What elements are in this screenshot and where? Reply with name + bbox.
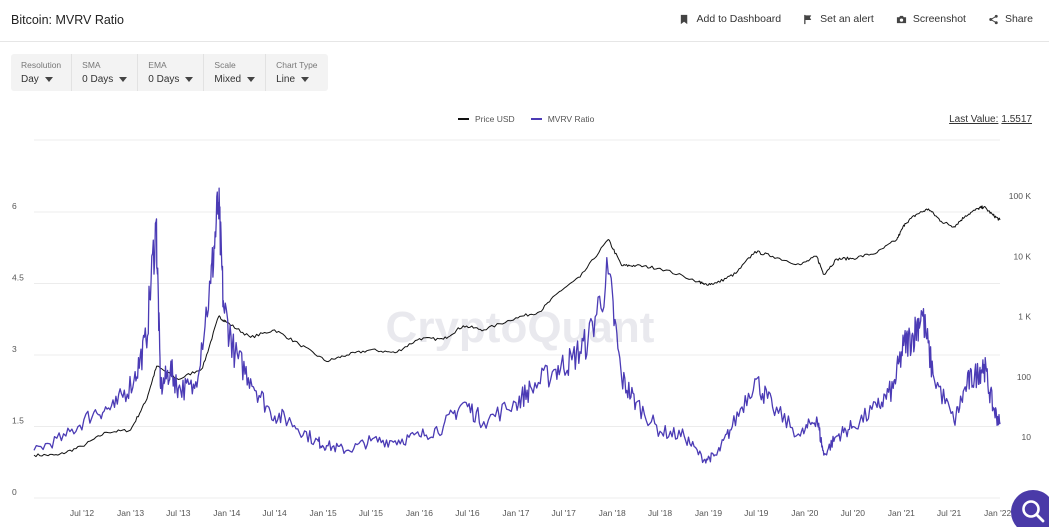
chart-legend: Price USD MVRV Ratio: [458, 114, 594, 124]
legend-swatch-price: [458, 118, 469, 120]
x-tick-label: Jan '19: [695, 508, 722, 518]
series-line-mvrv[interactable]: [33, 187, 1001, 464]
x-tick-label: Jan '21: [888, 508, 915, 518]
scale-label: Scale: [214, 60, 236, 70]
caret-down-icon: [119, 77, 128, 82]
sma-select[interactable]: SMA 0 Days: [72, 54, 139, 91]
x-tick-label: Jan '15: [310, 508, 337, 518]
x-tick-label: Jul '16: [455, 508, 480, 518]
x-tick-label: Jul '17: [552, 508, 577, 518]
header-actions: Add to Dashboard Set an alert Screenshot…: [679, 13, 1033, 25]
y-right-tick-label: 100: [1017, 372, 1031, 382]
y-left-tick-label: 4.5: [12, 273, 24, 283]
caret-down-icon: [247, 77, 256, 82]
resolution-select[interactable]: Resolution Day: [11, 54, 73, 91]
chart-controls: Resolution Day SMA 0 Days EMA 0 Days Sca…: [11, 54, 328, 91]
y-left-tick-label: 3: [12, 344, 17, 354]
add-to-dashboard-label: Add to Dashboard: [696, 13, 782, 25]
last-value-number: 1.5517: [1001, 114, 1032, 125]
header-bar: Bitcoin: MVRV Ratio Add to Dashboard Set…: [0, 0, 1049, 42]
x-tick-label: Jul '18: [648, 508, 673, 518]
bookmark-icon: [681, 14, 688, 24]
caret-down-icon: [185, 77, 194, 82]
caret-down-icon: [301, 77, 310, 82]
legend-label-price: Price USD: [475, 114, 515, 124]
x-tick-label: Jul '21: [937, 508, 962, 518]
chart-canvas[interactable]: CryptoQuant 0 1.5 3 4.5 6 10 100 1 K 10 K 100 K Ju…: [0, 128, 1049, 527]
chart-type-value: Line: [276, 74, 296, 85]
x-tick-label: Jul '19: [744, 508, 769, 518]
y-left-tick-label: 6: [12, 201, 17, 211]
legend-item-mvrv[interactable]: MVRV Ratio: [530, 114, 595, 124]
y-right-tick-label: 10 K: [1014, 251, 1032, 261]
legend-label-mvrv: MVRV Ratio: [547, 114, 595, 124]
y-left-tick-label: 1.5: [12, 416, 24, 426]
ema-label: EMA: [148, 60, 167, 70]
series-line-price[interactable]: [33, 205, 1001, 458]
screenshot-button[interactable]: Screenshot: [896, 13, 966, 25]
sma-label: SMA: [82, 60, 101, 70]
resolution-label: Resolution: [21, 60, 62, 70]
search-fab-button[interactable]: [1011, 490, 1049, 527]
x-tick-label: Jan '20: [791, 508, 818, 518]
screenshot-label: Screenshot: [912, 13, 966, 25]
x-tick-label: Jan '22: [984, 508, 1011, 518]
x-tick-label: Jan '14: [213, 508, 240, 518]
legend-item-price[interactable]: Price USD: [458, 114, 515, 124]
caret-down-icon: [44, 77, 53, 82]
chart-type-select[interactable]: Chart Type Line: [266, 54, 327, 91]
x-tick-label: Jul '15: [359, 508, 384, 518]
x-tick-label: Jul '20: [841, 508, 866, 518]
share-button[interactable]: Share: [988, 13, 1033, 25]
scale-select[interactable]: Scale Mixed: [204, 54, 267, 91]
set-alert-button[interactable]: Set an alert: [803, 13, 874, 25]
scale-value: Mixed: [214, 74, 242, 85]
sma-value: 0 Days: [82, 74, 114, 85]
x-tick-label: Jan '18: [599, 508, 626, 518]
x-tick-label: Jul '14: [262, 508, 287, 518]
y-right-tick-label: 10: [1022, 432, 1032, 442]
x-tick-label: Jul '13: [166, 508, 191, 518]
share-icon: [989, 14, 998, 24]
search-icon: [1022, 500, 1045, 523]
x-tick-label: Jul '12: [70, 508, 95, 518]
page-title: Bitcoin: MVRV Ratio: [11, 13, 125, 27]
x-tick-label: Jan '17: [502, 508, 529, 518]
y-left-tick-label: 0: [12, 487, 17, 497]
last-value-label: Last Value:: [949, 114, 999, 125]
camera-icon: [896, 15, 906, 23]
y-right-tick-label: 100 K: [1009, 191, 1032, 201]
ema-select[interactable]: EMA 0 Days: [138, 54, 205, 91]
y-right-tick-label: 1 K: [1018, 312, 1031, 322]
resolution-value: Day: [21, 74, 39, 85]
set-alert-label: Set an alert: [820, 13, 874, 25]
share-label: Share: [1004, 13, 1033, 25]
add-to-dashboard-button[interactable]: Add to Dashboard: [679, 13, 781, 25]
last-value[interactable]: Last Value: 1.5517: [946, 114, 1032, 125]
flag-icon: [804, 14, 812, 24]
chart-type-label: Chart Type: [276, 60, 318, 70]
x-tick-label: Jan '13: [117, 508, 144, 518]
ema-value: 0 Days: [148, 74, 180, 85]
legend-swatch-mvrv: [530, 118, 542, 120]
watermark: CryptoQuant: [386, 303, 655, 352]
x-tick-label: Jan '16: [406, 508, 433, 518]
